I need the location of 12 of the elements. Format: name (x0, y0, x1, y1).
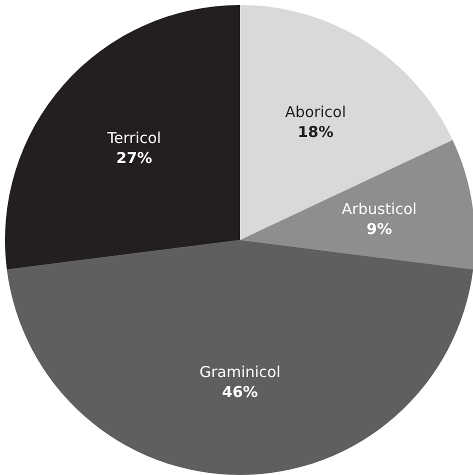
data-label: 18% (298, 122, 334, 141)
slice-label: Arbusticol (342, 200, 417, 218)
pie-slice (6, 240, 473, 475)
slice-label: Graminicol (199, 363, 281, 381)
slice-label: Terricol (106, 128, 162, 147)
pie-slice (240, 5, 453, 240)
data-label: 46% (222, 383, 258, 401)
data-label: 9% (366, 220, 392, 238)
slice-label: Aboricol (285, 102, 346, 121)
pie-slice (5, 5, 240, 270)
pie-slice (240, 140, 473, 270)
data-label: 27% (116, 148, 152, 167)
